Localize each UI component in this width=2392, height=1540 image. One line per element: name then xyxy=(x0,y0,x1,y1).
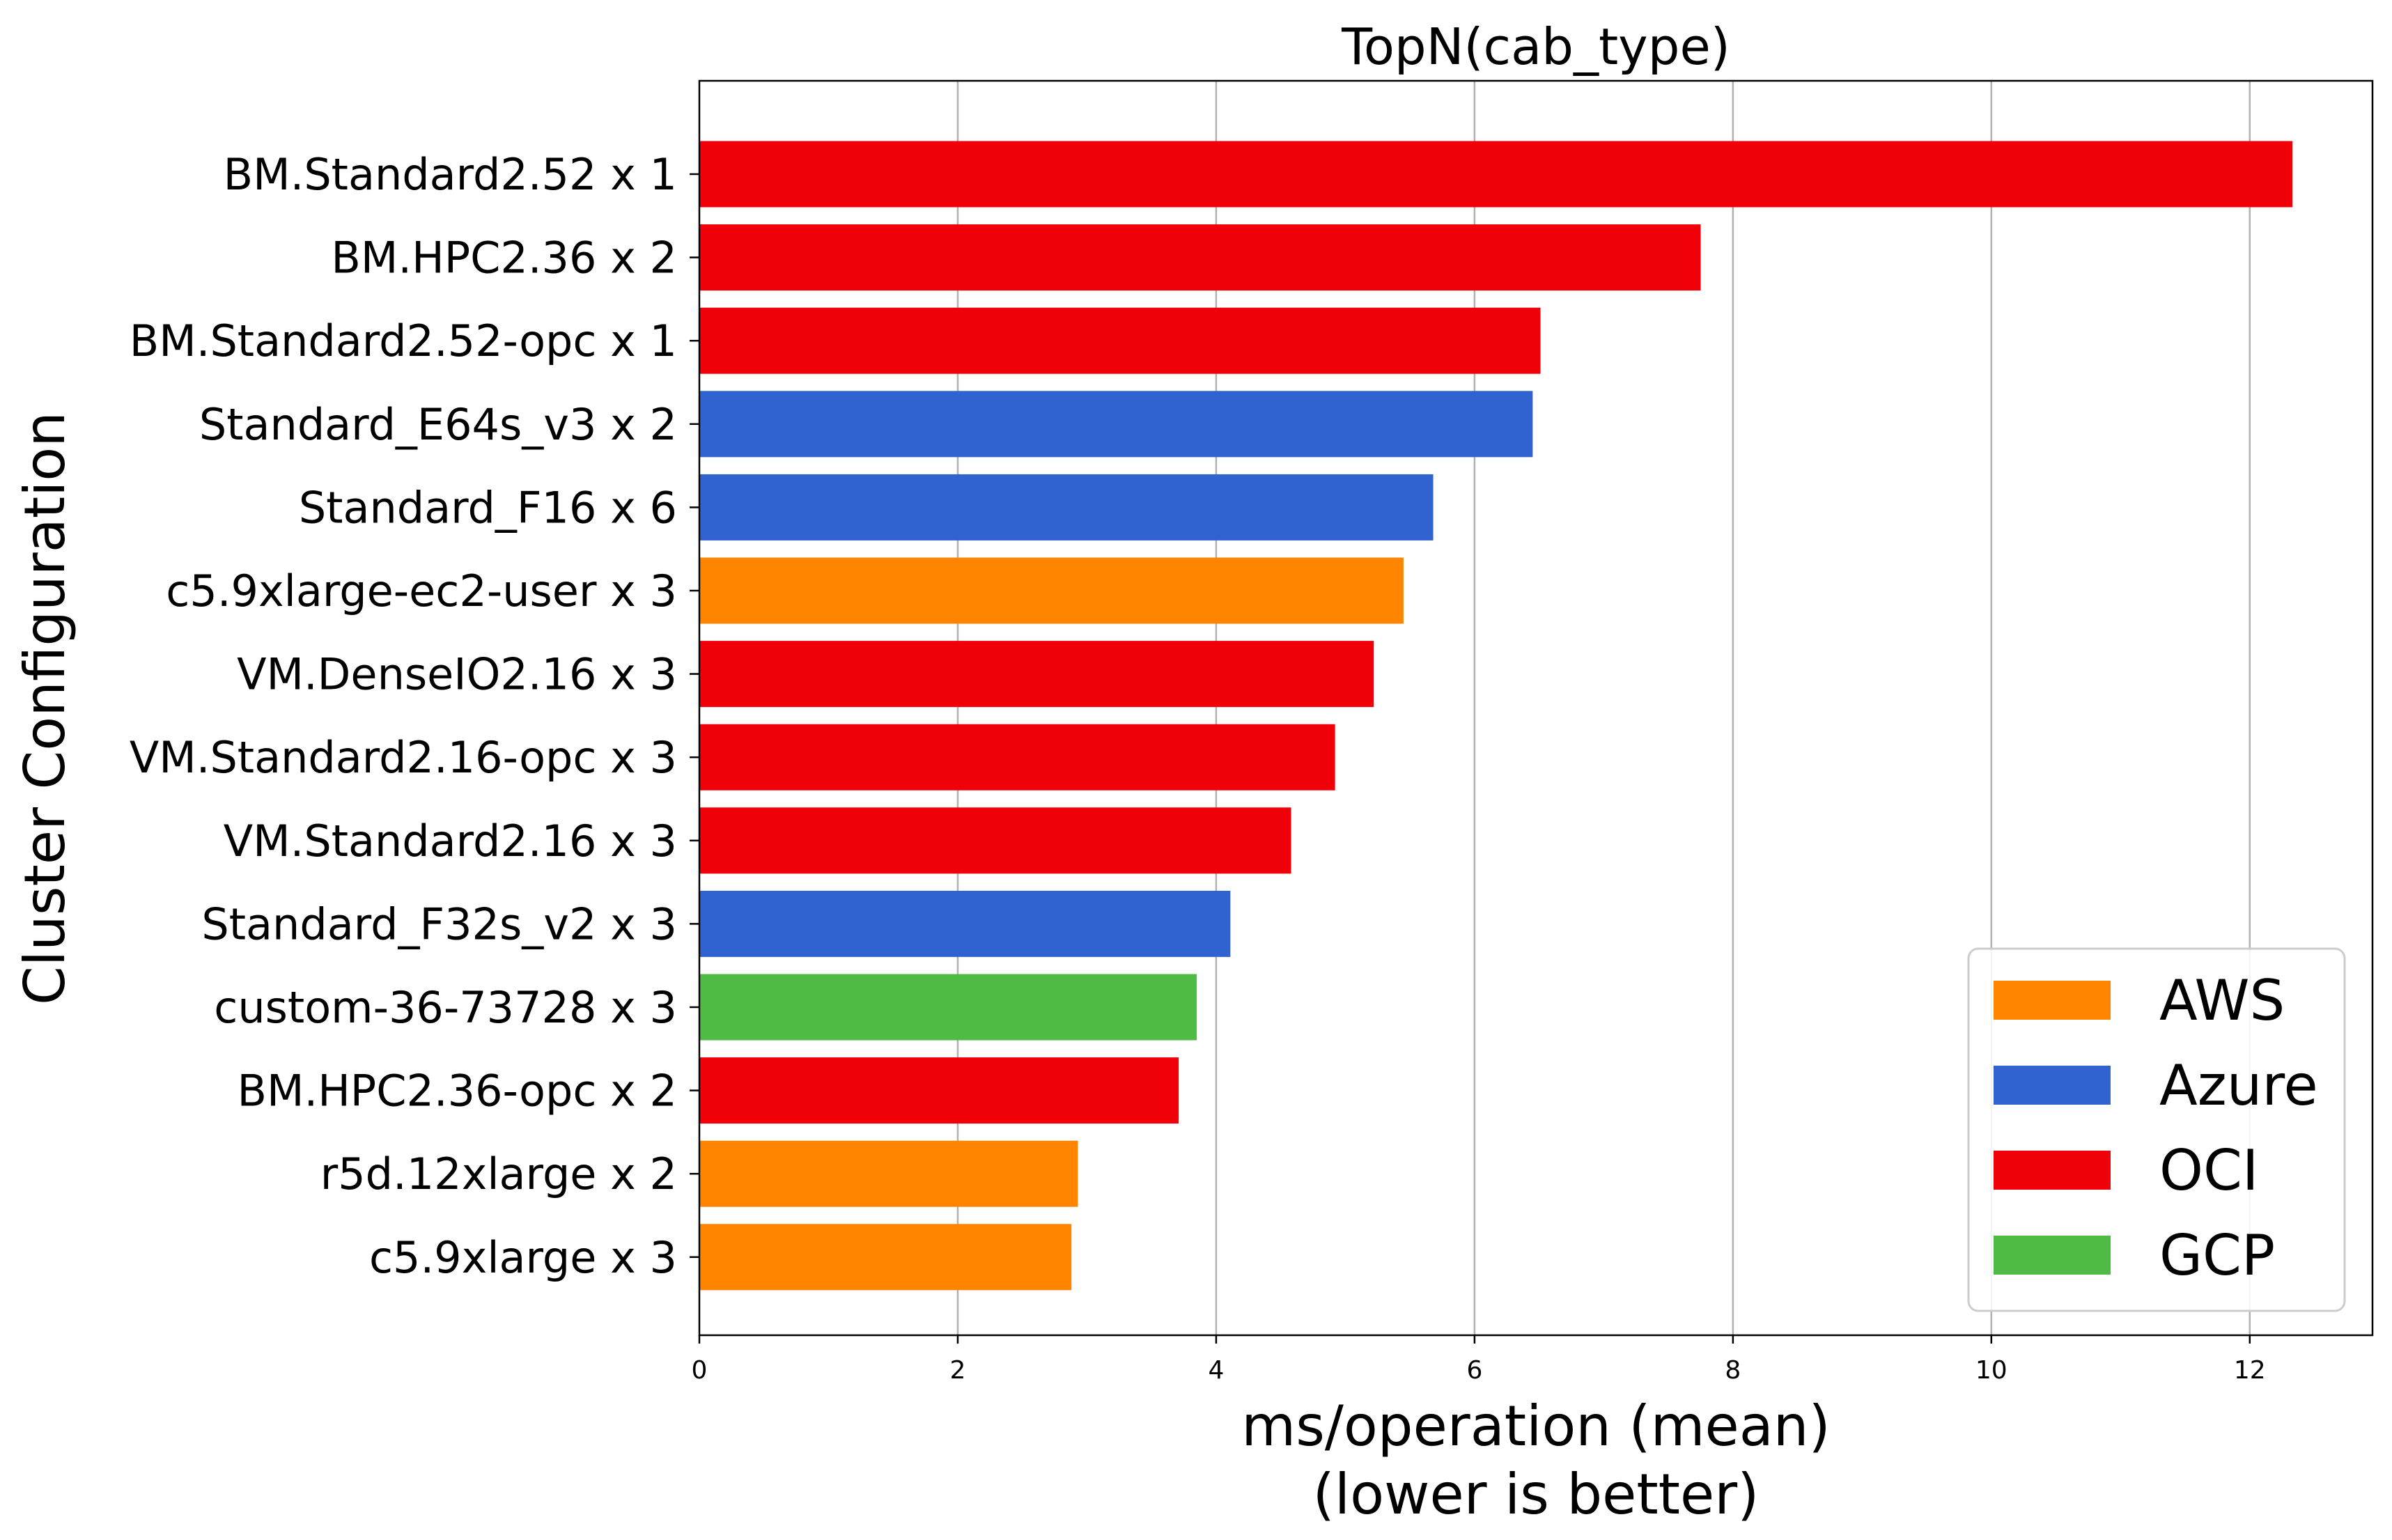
legend: AWS Azure OCI GCP xyxy=(1967,947,2346,1312)
y-tick-label-vm-denseio2-16-x-3: VM.DenseIO2.16 x 3 xyxy=(237,649,677,700)
y-axis-label: Cluster Configuration xyxy=(13,412,77,1005)
x-tick-label-0: 0 xyxy=(692,1356,708,1385)
y-axis-categories: BM.Standard2.52 x 1 BM.HPC2.36 x 2 BM.Stan… xyxy=(130,149,699,1283)
x-tick-label-12: 12 xyxy=(2234,1356,2266,1385)
x-tick-label-2: 2 xyxy=(950,1356,966,1385)
x-tick-label-6: 6 xyxy=(1466,1356,1482,1385)
legend-swatch-aws xyxy=(1994,981,2111,1020)
x-axis-ticks: 0 2 4 6 8 10 12 xyxy=(692,1335,2266,1385)
bar-standard-f16-x-6 xyxy=(699,474,1434,540)
bar-c5-9xlarge-ec2-user-x-3 xyxy=(699,557,1404,624)
y-tick-label-vm-standard2-16-x-3: VM.Standard2.16 x 3 xyxy=(224,816,677,866)
y-tick-label-vm-standard2-16-opc-x-3: VM.Standard2.16-opc x 3 xyxy=(130,732,677,783)
x-axis-label-note: (lower is better) xyxy=(1313,1462,1760,1527)
legend-items: AWS Azure OCI GCP xyxy=(1994,968,2318,1288)
bar-bm-hpc2-36-opc-x-2 xyxy=(699,1057,1179,1124)
bar-standard-f32s-v2-x-3 xyxy=(699,890,1231,957)
y-tick-label-bm-standard2-52-opc-x-1: BM.Standard2.52-opc x 1 xyxy=(130,316,677,366)
x-tick-label-10: 10 xyxy=(1975,1356,2007,1385)
chart-title: TopN(cab_type) xyxy=(1341,17,1730,76)
bar-bm-standard2-52-opc-x-1 xyxy=(699,307,1541,374)
bars xyxy=(699,141,2293,1291)
legend-swatch-azure xyxy=(1994,1066,2111,1105)
y-tick-label-bm-standard2-52-x-1: BM.Standard2.52 x 1 xyxy=(224,149,677,200)
legend-label-gcp: GCP xyxy=(2159,1223,2275,1288)
bar-vm-standard2-16-x-3 xyxy=(699,807,1291,874)
x-tick-label-4: 4 xyxy=(1208,1356,1224,1385)
bar-c5-9xlarge-x-3 xyxy=(699,1224,1072,1291)
bar-bm-hpc2-36-x-2 xyxy=(699,224,1701,291)
x-axis-label: ms/operation (mean) xyxy=(1241,1394,1830,1459)
bar-bm-standard2-52-x-1 xyxy=(699,141,2293,208)
legend-swatch-oci xyxy=(1994,1151,2111,1190)
bar-vm-denseio2-16-x-3 xyxy=(699,641,1374,708)
legend-label-aws: AWS xyxy=(2159,968,2285,1033)
legend-box xyxy=(1967,947,2346,1312)
y-tick-label-r5d-12xlarge-x-2: r5d.12xlarge x 2 xyxy=(320,1149,677,1199)
x-tick-label-8: 8 xyxy=(1725,1356,1741,1385)
y-tick-label-standard-e64s-v3-x-2: Standard_E64s_v3 x 2 xyxy=(199,399,677,450)
y-tick-label-standard-f32s-v2-x-3: Standard_F32s_v2 x 3 xyxy=(201,899,677,949)
y-tick-label-standard-f16-x-6: Standard_F16 x 6 xyxy=(299,482,677,533)
plot-frame xyxy=(698,79,2374,1337)
bar-r5d-12xlarge-x-2 xyxy=(699,1140,1078,1207)
bar-vm-standard2-16-opc-x-3 xyxy=(699,724,1335,791)
bar-custom-36-73728-x-3 xyxy=(699,974,1197,1041)
y-tick-label-bm-hpc2-36-opc-x-2: BM.HPC2.36-opc x 2 xyxy=(237,1066,677,1117)
y-tick-label-c5-9xlarge-ec2-user-x-3: c5.9xlarge-ec2-user x 3 xyxy=(166,566,677,616)
legend-label-azure: Azure xyxy=(2159,1053,2318,1118)
y-tick-label-c5-9xlarge-x-3: c5.9xlarge x 3 xyxy=(369,1232,677,1283)
bar-standard-e64s-v3-x-2 xyxy=(699,391,1533,458)
legend-swatch-gcp xyxy=(1994,1236,2111,1275)
legend-label-oci: OCI xyxy=(2159,1138,2258,1203)
y-tick-label-custom-36-73728-x-3: custom-36-73728 x 3 xyxy=(214,982,677,1033)
y-tick-label-bm-hpc2-36-x-2: BM.HPC2.36 x 2 xyxy=(331,233,677,283)
